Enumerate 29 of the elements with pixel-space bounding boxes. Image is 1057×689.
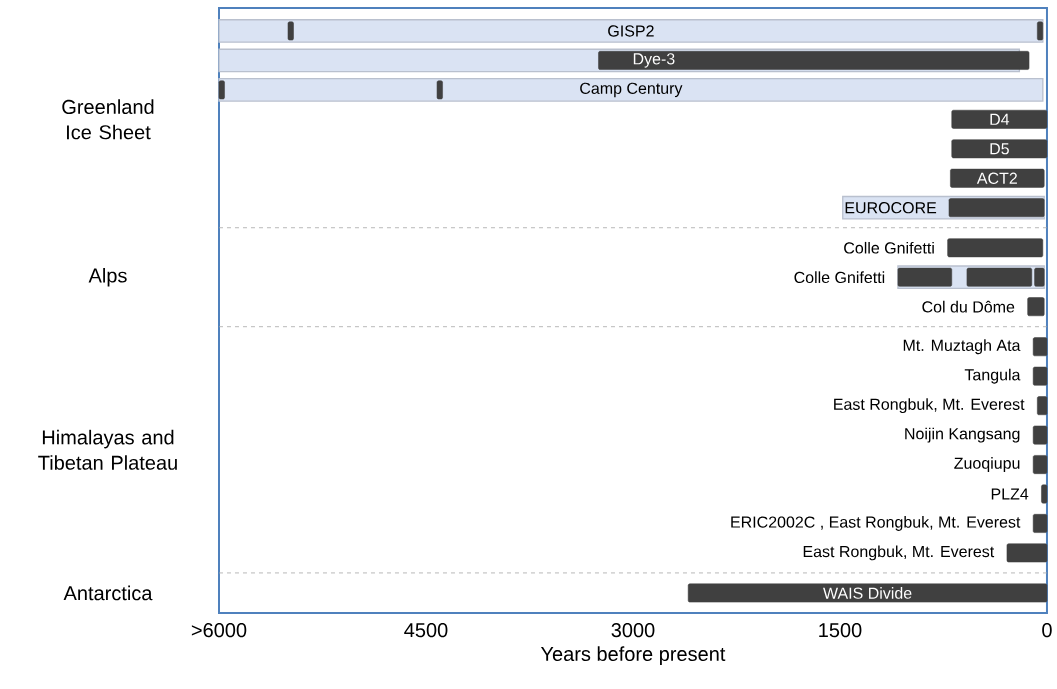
y-tick-label: EUROCORE [845, 202, 937, 214]
y-tick-label: Dye-3 [633, 53, 675, 68]
text: Alps [88, 267, 127, 287]
y-tick-label: Col du Dôme [922, 300, 1015, 313]
y-tick-label: ACT2 [976, 172, 1017, 184]
y-tick-label: D4 [990, 113, 1010, 125]
x-axis-title: Years before present [540, 646, 726, 665]
y-tick-label: Mt. Muztagh Ata [903, 339, 1021, 355]
y-tick-label: GISP2 [608, 25, 654, 37]
y-tick-label: D5 [990, 143, 1009, 155]
y-tick-label: East Rongbuk, Mt. Everest [803, 545, 995, 561]
y-tick-label: Tangula [964, 368, 1021, 384]
text: Greenland Ice Sheet [62, 99, 154, 140]
x-tick-label: 3000 [611, 623, 655, 638]
y-tick-label: Zuoqiupu [954, 457, 1020, 473]
y-tick-label: Camp Century [580, 82, 683, 98]
y-tick-label: PLZ4 [991, 488, 1029, 500]
x-tick-label: 0 [1042, 623, 1052, 638]
text: Antarctica [63, 585, 153, 601]
y-tick-label: East Rongbuk, Mt. Everest [834, 398, 1025, 414]
y-tick-label: Colle Gnifetti [844, 241, 934, 254]
text: Himalayas and Tibetan Plateau [38, 429, 177, 470]
y-tick-label: Colle Gnifetti [794, 271, 885, 284]
y-tick-label: Noijin Kangsang [905, 427, 1020, 443]
x-tick-label: >6000 [191, 623, 247, 638]
x-tick-label: 1500 [819, 623, 862, 638]
y-tick-label: WAIS Divide [823, 587, 912, 599]
y-tick-label: ERIC2002C , East Rongbuk, Mt. Everest [731, 516, 1021, 531]
x-tick-label: 4500 [404, 623, 448, 638]
